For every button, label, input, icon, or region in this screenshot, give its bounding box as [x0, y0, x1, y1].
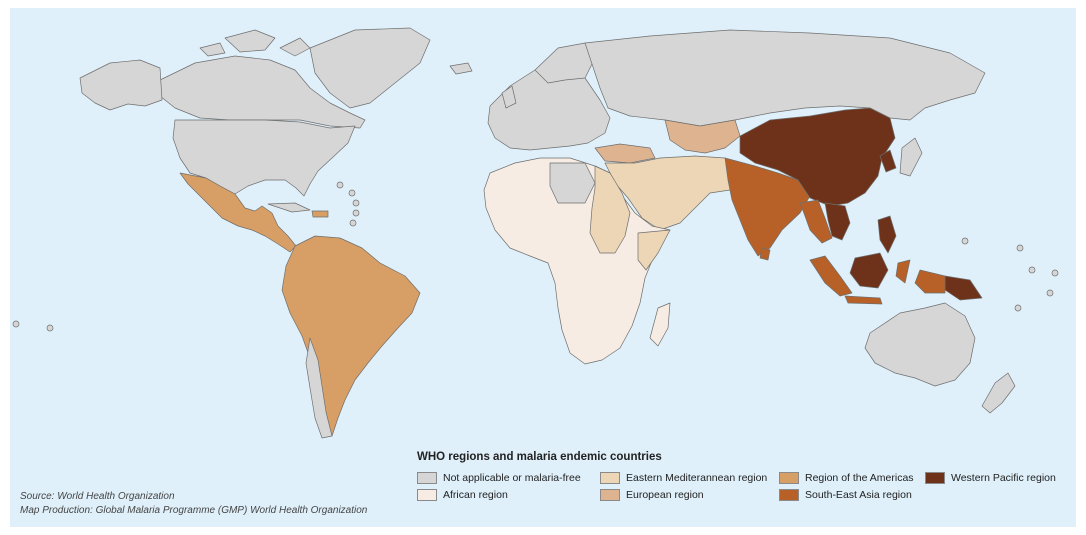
pacific-island	[1014, 304, 1022, 312]
caribbean-island	[336, 181, 344, 189]
legend-label: South-East Asia region	[805, 489, 912, 501]
south-america	[281, 235, 421, 437]
west-papua	[914, 269, 946, 294]
china	[739, 107, 896, 207]
legend-label: Region of the Americas	[805, 472, 914, 484]
caribbean-island	[348, 189, 356, 197]
north-east-africa	[589, 165, 631, 254]
russia	[584, 29, 986, 127]
madagascar	[649, 302, 671, 347]
legend-item-eastern-mediterranean: Eastern Mediterannean region	[600, 471, 767, 485]
pacific-island	[1051, 269, 1059, 277]
legend-label: Eastern Mediterannean region	[626, 472, 768, 484]
legend-label: Western Pacific region	[951, 472, 1056, 484]
sumatra	[809, 255, 853, 297]
map-credits: Source: World Health Organization Map Pr…	[20, 490, 367, 518]
production-credit: Map Production: Global Malaria Programme…	[20, 505, 368, 516]
vietnam-cambodia	[824, 202, 851, 241]
india	[724, 157, 811, 257]
java	[844, 295, 883, 305]
central-asia	[664, 119, 741, 154]
new-zealand	[981, 372, 1016, 414]
united-states	[172, 119, 356, 197]
caribbean-island	[352, 199, 360, 207]
pacific-island	[1028, 266, 1036, 274]
legend-item-western-pacific: Western Pacific region	[925, 471, 1056, 485]
legend-label: Not applicable or malaria-free	[443, 472, 581, 484]
pacific-island	[1046, 289, 1054, 297]
pacific-island	[961, 237, 969, 245]
japan	[899, 137, 923, 177]
cuba	[267, 202, 311, 213]
legend-title: WHO regions and malaria endemic countrie…	[417, 451, 662, 463]
legend-item-african: African region	[417, 488, 508, 502]
borneo	[849, 252, 889, 289]
pacific-island	[1016, 244, 1024, 252]
uk	[501, 85, 517, 109]
pacific-island	[12, 320, 20, 328]
canada	[159, 55, 366, 129]
middle-east	[604, 155, 739, 231]
australia	[864, 302, 976, 387]
chile-south	[305, 337, 333, 439]
pacific-island	[46, 324, 54, 332]
sri-lanka	[759, 247, 771, 261]
papua-new-guinea	[944, 275, 983, 301]
korea	[879, 149, 897, 173]
north-africa-free	[549, 162, 596, 204]
legend-label: European region	[626, 489, 704, 501]
legend-item-not-applicable: Not applicable or malaria-free	[417, 471, 581, 485]
legend-swatch	[779, 472, 799, 484]
somalia	[637, 229, 671, 271]
hispaniola	[311, 210, 329, 218]
arctic-islands	[199, 29, 311, 57]
legend-swatch	[600, 472, 620, 484]
world-map	[12, 27, 1059, 439]
legend-swatch	[779, 489, 799, 501]
legend-label: African region	[443, 489, 508, 501]
legend-swatch	[417, 472, 437, 484]
philippines	[877, 215, 897, 254]
caribbean-island	[349, 219, 357, 227]
iceland	[449, 62, 473, 75]
scandinavia	[534, 42, 596, 84]
legend-swatch	[925, 472, 945, 484]
map-frame: WHO regions and malaria endemic countrie…	[10, 8, 1076, 527]
sulawesi	[895, 259, 911, 284]
caribbean-island	[352, 209, 360, 217]
alaska	[79, 59, 163, 111]
turkey	[594, 143, 656, 164]
legend-item-americas: Region of the Americas	[779, 471, 914, 485]
greenland	[309, 27, 431, 109]
legend-item-south-east-asia: South-East Asia region	[779, 488, 912, 502]
source-credit: Source: World Health Organization	[20, 491, 175, 502]
myanmar-thailand	[799, 199, 833, 244]
legend-item-european: European region	[600, 488, 704, 502]
legend-swatch	[600, 489, 620, 501]
legend-swatch	[417, 489, 437, 501]
legend: WHO regions and malaria endemic countrie…	[407, 451, 1057, 511]
